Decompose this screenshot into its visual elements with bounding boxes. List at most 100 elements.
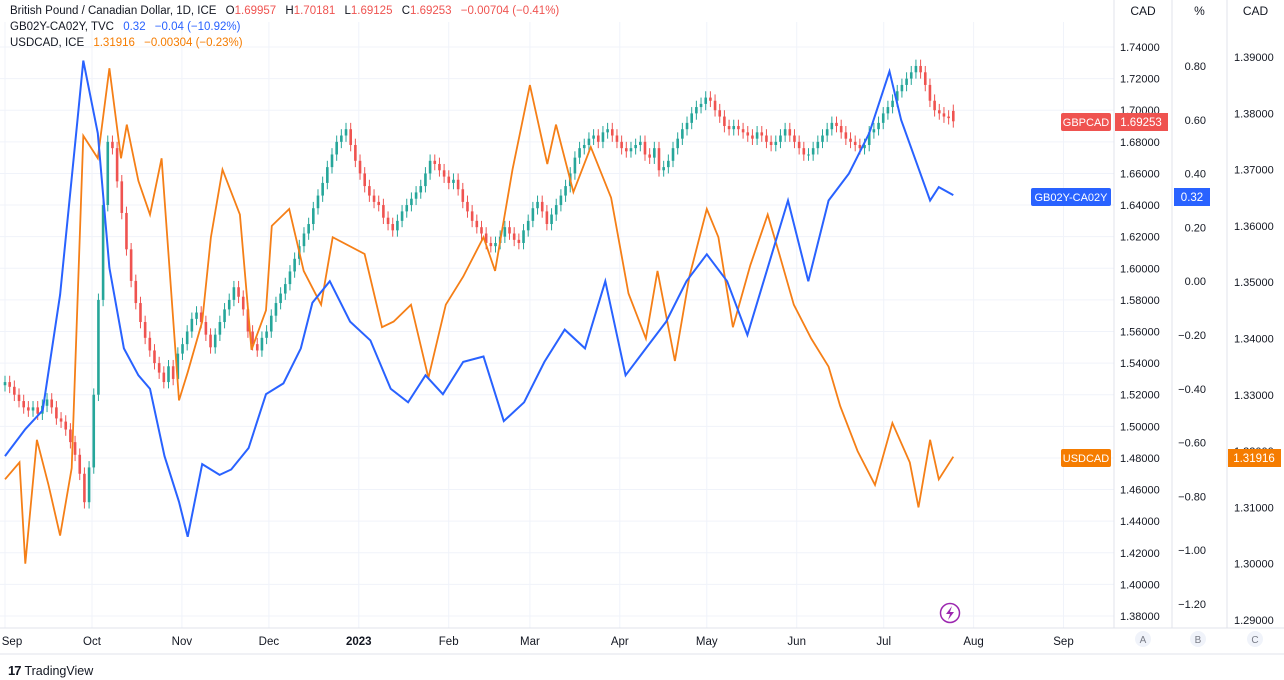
candle-body [45, 399, 49, 406]
usdcad-line [4, 68, 955, 564]
candle-body [690, 113, 693, 123]
candle-body [162, 372, 166, 383]
usdcad-tag-name: USDCAD [1063, 453, 1110, 465]
candle-body [919, 65, 922, 73]
price-scales[interactable]: 1.740001.720001.700001.680001.660001.640… [0, 0, 1284, 655]
time-axis-tick: Sep [2, 636, 22, 648]
candle-body [653, 148, 656, 158]
candle-body [27, 407, 30, 411]
candle-body [489, 242, 493, 247]
candle-body [227, 299, 231, 310]
candle-body [559, 195, 563, 206]
candle-body [13, 386, 16, 395]
candle-body [101, 205, 105, 300]
candle-body [933, 100, 936, 111]
gbpcad-axis-tick: 1.72000 [1120, 74, 1160, 86]
candle-body [330, 154, 334, 168]
candle-body [830, 122, 834, 130]
candle-body [582, 144, 586, 149]
candle-body [83, 473, 86, 503]
candle-body [816, 141, 820, 149]
candle-body [302, 233, 306, 247]
gbpcad-axis-tick: 1.40000 [1120, 579, 1160, 591]
candle-body [587, 138, 591, 145]
candle-body [466, 201, 469, 212]
candle-body [456, 179, 460, 190]
candle-body [578, 148, 581, 158]
candle-body [853, 141, 857, 145]
candle-body [769, 141, 773, 145]
candle-body [213, 334, 217, 348]
gb02y-series-change: −0.04 (−10.92%) [154, 21, 241, 33]
main-change: −0.00704 (−0.41%) [460, 5, 560, 17]
candle-body [503, 227, 507, 237]
candle-body [372, 195, 376, 202]
candle-body [438, 163, 441, 171]
usdcad-axis-tick: 1.29000 [1234, 615, 1274, 627]
candle-body [326, 167, 329, 183]
gbpcad-tag-name: GBPCAD [1063, 117, 1110, 129]
candle-body [218, 322, 222, 335]
candle-body [573, 157, 577, 174]
candle-body [391, 224, 395, 231]
candle-body [699, 103, 703, 108]
candle-body [732, 126, 736, 130]
scale-header-cad-left[interactable]: CAD [1130, 4, 1156, 18]
time-axis-tick: Oct [83, 636, 102, 648]
candle-body [129, 249, 133, 281]
usdcad-axis-tick: 1.35000 [1234, 277, 1274, 289]
candle-body [881, 113, 885, 123]
time-axis[interactable]: Sep Oct Nov Dec 2023 Feb Mar Apr May Jun Jul Aug Sep [2, 636, 1074, 648]
candle-body [354, 144, 357, 161]
candle-body [176, 353, 180, 379]
legend-gb02y-series[interactable]: GB02Y-CA02Y, TVC 0.32 −0.04 (−10.92%) [10, 19, 559, 35]
candle-body [125, 212, 128, 250]
candle-body [424, 173, 427, 187]
gbpcad-axis-tick: 1.56000 [1120, 327, 1160, 339]
candle-body [377, 201, 381, 206]
candle-body [681, 129, 684, 139]
legend-main-series[interactable]: British Pound / Canadian Dollar, 1D, ICE… [10, 3, 559, 19]
scale-header-cad-right[interactable]: CAD [1242, 4, 1269, 18]
candle-body [106, 141, 110, 206]
candle-body [825, 129, 829, 136]
candle-body [153, 350, 156, 364]
candle-body [255, 344, 259, 351]
candle-body [545, 211, 549, 225]
candle-body [8, 382, 11, 387]
legend-usdcad-series[interactable]: USDCAD, ICE 1.31916 −0.00304 (−0.23%) [10, 35, 559, 51]
candle-body [937, 110, 941, 114]
candle-body [662, 167, 665, 171]
candle-body [260, 337, 264, 351]
scale-button-c[interactable]: C [1247, 631, 1263, 647]
candle-body [639, 141, 642, 145]
spread-axis-tick: 0.00 [1185, 276, 1206, 288]
candle-body [760, 132, 764, 136]
spread-axis-tick: −0.60 [1178, 438, 1206, 450]
candle-body [204, 322, 208, 335]
candle-body [863, 144, 866, 149]
gbpcad-axis-tick: 1.44000 [1120, 516, 1160, 528]
scale-button-b[interactable]: B [1190, 631, 1206, 647]
lightning-icon[interactable] [939, 602, 961, 624]
candle-body [410, 198, 413, 206]
candle-body [59, 418, 63, 422]
candle-body [237, 287, 240, 297]
scale-button-a[interactable]: A [1135, 631, 1151, 647]
candle-body [349, 129, 352, 145]
candle-body [199, 312, 203, 323]
brand-name[interactable]: TradingView [24, 663, 94, 678]
candle-body [316, 195, 320, 209]
scale-header-percent[interactable]: % [1194, 4, 1205, 18]
gbpcad-candles [3, 59, 955, 509]
time-axis-tick: Apr [611, 636, 629, 648]
candle-body [867, 132, 871, 145]
time-axis-tick: May [696, 636, 718, 648]
candle-body [592, 135, 595, 139]
candle-body [36, 407, 39, 414]
tradingview-logo-icon[interactable]: 17 [8, 663, 22, 678]
candle-body [676, 138, 679, 149]
gb02y-series-value: 0.32 [123, 21, 146, 33]
candle-body [667, 160, 670, 168]
